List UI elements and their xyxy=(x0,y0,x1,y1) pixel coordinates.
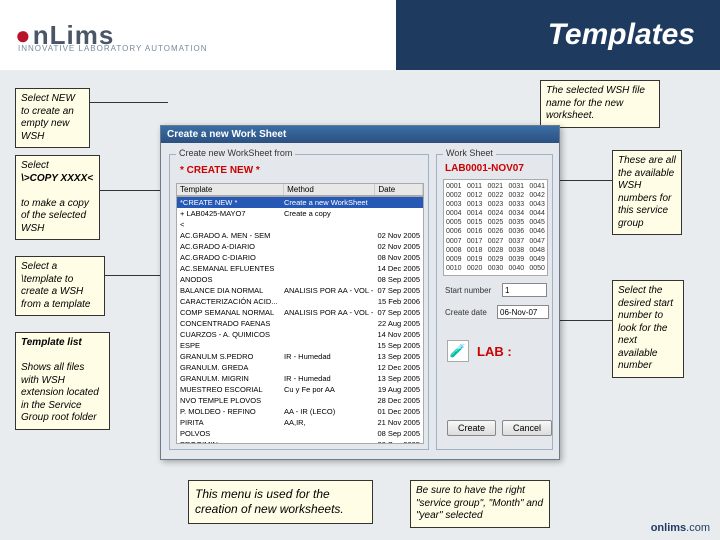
callout-copy-line3: to make a copy of the selected WSH xyxy=(21,198,89,234)
wsh-grid-row[interactable]: 00010011002100310041 xyxy=(446,182,545,191)
groupbox-right-label: Work Sheet xyxy=(443,148,496,158)
start-number-row: Start number xyxy=(445,285,491,295)
list-item[interactable]: PROQIMIN08 Sep 2005 xyxy=(177,439,423,444)
list-item[interactable]: < xyxy=(177,219,423,230)
wsh-grid-row[interactable]: 00020012002200320042 xyxy=(446,191,545,200)
wsh-grid-row[interactable]: 00070017002700370047 xyxy=(446,237,545,246)
list-item[interactable]: NVO TEMPLE PLOVOS28 Dec 2005 xyxy=(177,395,423,406)
wsh-filename: LAB0001-NOV07 xyxy=(445,163,524,174)
wsh-grid-row[interactable]: 00080018002800380048 xyxy=(446,246,545,255)
callout-tl-body: Shows all files with WSH extension locat… xyxy=(21,362,99,423)
callout-template-list: Template list Shows all files with WSH e… xyxy=(15,332,110,430)
footer-url: onlims.com xyxy=(651,522,710,534)
create-date-label: Create date xyxy=(445,308,487,317)
template-list[interactable]: *CREATE NEW *Create a new WorkSheet+ LAB… xyxy=(176,196,424,444)
callout-copy-line1: Select xyxy=(21,160,49,171)
dialog-title: Create a new Work Sheet xyxy=(161,126,559,143)
list-item[interactable]: GRANULM. MIGRINIR - Humedad13 Sep 2005 xyxy=(177,373,423,384)
list-item[interactable]: AC.GRADO A. MEN - SEM02 Nov 2005 xyxy=(177,230,423,241)
list-item[interactable]: ANODOS08 Sep 2005 xyxy=(177,274,423,285)
wsh-grid-row[interactable]: 00040014002400340044 xyxy=(446,209,545,218)
wsh-grid-row[interactable]: 00060016002600360046 xyxy=(446,227,545,236)
list-item[interactable]: POLVOS08 Sep 2005 xyxy=(177,428,423,439)
create-date-row: Create date xyxy=(445,307,487,317)
list-item[interactable]: GRANULM. GREDA12 Dec 2005 xyxy=(177,362,423,373)
connector xyxy=(100,190,168,191)
template-list-header: Template Method Date xyxy=(176,183,424,196)
wsh-grid-row[interactable]: 00090019002900390049 xyxy=(446,255,545,264)
list-item[interactable]: ESPE15 Sep 2005 xyxy=(177,340,423,351)
list-item[interactable]: BALANCE DIA NORMALANALISIS POR AA - VOL … xyxy=(177,285,423,296)
create-new-label: * CREATE NEW * xyxy=(180,165,260,176)
create-worksheet-dialog: Create a new Work Sheet Create new WorkS… xyxy=(160,125,560,460)
wsh-grid-row[interactable]: 00100020003000400050 xyxy=(446,264,545,273)
start-number-label: Start number xyxy=(445,286,491,295)
groupbox-right: Work Sheet LAB0001-NOV07 000100110021003… xyxy=(436,154,553,450)
list-item[interactable]: GRANULM S.PEDROIR - Humedad13 Sep 2005 xyxy=(177,351,423,362)
footer-url-bold: onlims xyxy=(651,522,686,534)
list-item[interactable]: AC.SEMANAL EFLUENTES14 Dec 2005 xyxy=(177,263,423,274)
col-template[interactable]: Template xyxy=(177,184,284,195)
col-method[interactable]: Method xyxy=(284,184,375,195)
callout-main: This menu is used for the creation of ne… xyxy=(188,480,373,524)
list-item[interactable]: CUARZOS - A. QUIMICOS14 Nov 2005 xyxy=(177,329,423,340)
cancel-button[interactable]: Cancel xyxy=(502,420,552,436)
callout-start-number: Select the desired start number to look … xyxy=(612,280,684,378)
create-button[interactable]: Create xyxy=(447,420,496,436)
callout-template: Select a \template to create a WSH from … xyxy=(15,256,105,316)
connector xyxy=(105,275,165,276)
list-item[interactable]: COMP SEMANAL NORMALANALISIS POR AA - VOL… xyxy=(177,307,423,318)
groupbox-left: Create new WorkSheet from * CREATE NEW *… xyxy=(169,154,429,450)
callout-copy-line2: \>COPY XXXX< xyxy=(21,173,93,184)
list-item[interactable]: *CREATE NEW *Create a new WorkSheet xyxy=(177,197,423,208)
list-item[interactable]: AC.GRADO A-DIARIO02 Nov 2005 xyxy=(177,241,423,252)
list-item[interactable]: PIRITAAA,IR,21 Nov 2005 xyxy=(177,417,423,428)
groupbox-left-label: Create new WorkSheet from xyxy=(176,148,295,158)
connector xyxy=(90,102,168,103)
list-item[interactable]: + LAB0425-MAYO7Create a copy xyxy=(177,208,423,219)
callout-service-group: Be sure to have the right "service group… xyxy=(410,480,550,528)
lab-row: 🧪 LAB : xyxy=(447,340,512,362)
list-item[interactable]: AC.GRADO C-DIARIO08 Nov 2005 xyxy=(177,252,423,263)
wsh-grid-row[interactable]: 00050015002500350045 xyxy=(446,218,545,227)
lab-icon[interactable]: 🧪 xyxy=(447,340,469,362)
create-date-input[interactable] xyxy=(497,305,549,319)
lab-label: LAB : xyxy=(477,344,512,359)
list-item[interactable]: CONCENTRADO FAENAS22 Aug 2005 xyxy=(177,318,423,329)
wsh-grid-row[interactable]: 00030013002300330043 xyxy=(446,200,545,209)
start-number-input[interactable] xyxy=(502,283,547,297)
list-item[interactable]: MUESTREO ESCORIALCu y Fe por AA19 Aug 20… xyxy=(177,384,423,395)
callout-wsh-numbers: These are all the available WSH numbers … xyxy=(612,150,682,235)
slide-header: ● nLims INNOVATIVE LABORATORY AUTOMATION… xyxy=(0,0,720,70)
wsh-number-grid[interactable]: 0001001100210031004100020012002200320042… xyxy=(443,179,548,276)
callout-tl-head: Template list xyxy=(21,337,82,348)
logo-subtitle: INNOVATIVE LABORATORY AUTOMATION xyxy=(18,44,208,53)
footer-url-rest: .com xyxy=(686,522,710,534)
slide-title: Templates xyxy=(548,18,695,52)
callout-copy: Select \>COPY XXXX< to make a copy of th… xyxy=(15,155,100,240)
callout-wsh-name: The selected WSH file name for the new w… xyxy=(540,80,660,128)
callout-new: Select NEW to create an empty new WSH xyxy=(15,88,90,148)
list-item[interactable]: CARACTERIZACIÓN ACID...15 Feb 2006 xyxy=(177,296,423,307)
col-date[interactable]: Date xyxy=(375,184,423,195)
list-item[interactable]: P. MOLDEO - REFINOAA - IR (LECO)01 Dec 2… xyxy=(177,406,423,417)
